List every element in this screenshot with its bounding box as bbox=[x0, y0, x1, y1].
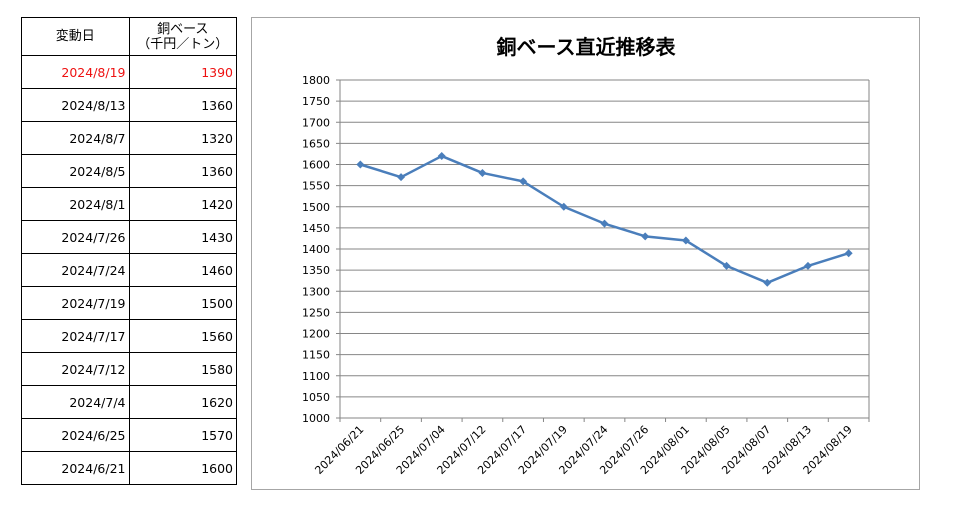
y-tick-label: 1100 bbox=[302, 370, 330, 383]
table-row: 2024/8/1 1420 bbox=[21, 187, 237, 221]
y-tick-label: 1300 bbox=[302, 285, 330, 298]
price-table: 変動日 銅ベース （千円／トン） 2024/8/19 1390 2024/8/13 1… bbox=[21, 17, 237, 485]
y-tick-labels: 1000 1050 1100 1150 1200 1250 1300 1350 1400 1450… bbox=[302, 74, 330, 425]
y-tick-label: 1000 bbox=[302, 412, 330, 425]
data-point bbox=[722, 261, 731, 270]
row-price: 1560 bbox=[128, 319, 237, 353]
y-tick-label: 1700 bbox=[302, 116, 330, 129]
header-date: 変動日 bbox=[21, 17, 130, 56]
data-point bbox=[437, 152, 446, 161]
row-date: 2024/7/26 bbox=[21, 220, 130, 254]
row-date: 2024/7/12 bbox=[21, 352, 130, 386]
y-tick-label: 1800 bbox=[302, 74, 330, 87]
x-tick-labels: 2024/06/212024/06/252024/07/042024/07/12… bbox=[312, 423, 854, 477]
header-price-line2: （千円／トン） bbox=[137, 36, 229, 52]
table-row: 2024/7/26 1430 bbox=[21, 220, 237, 254]
line-chart: 銅ベース直近推移表 1000 1050 1100 1150 1200 1250 1300 13… bbox=[302, 35, 870, 477]
row-price: 1360 bbox=[128, 88, 237, 122]
gridlines bbox=[336, 79, 870, 422]
table-row: 2024/7/12 1580 bbox=[21, 352, 237, 386]
data-point bbox=[681, 236, 690, 245]
row-date: 2024/8/1 bbox=[21, 187, 130, 221]
data-point bbox=[519, 177, 528, 186]
y-tick-label: 1050 bbox=[302, 391, 330, 404]
row-date: 2024/8/13 bbox=[21, 88, 130, 122]
chart-area: 銅ベース直近推移表 1000 1050 1100 1150 1200 1250 1300 13… bbox=[251, 17, 920, 490]
y-tick-label: 1600 bbox=[302, 159, 330, 172]
y-tick-label: 1650 bbox=[302, 137, 330, 150]
y-tick-label: 1400 bbox=[302, 243, 330, 256]
data-point bbox=[356, 160, 365, 169]
row-price: 1420 bbox=[128, 187, 237, 221]
row-price: 1570 bbox=[128, 418, 237, 452]
row-price: 1460 bbox=[128, 253, 237, 287]
data-point bbox=[641, 232, 650, 241]
row-date: 2024/8/19 bbox=[21, 55, 130, 89]
y-tick-label: 1450 bbox=[302, 222, 330, 235]
data-point bbox=[478, 168, 487, 177]
y-tick-label: 1150 bbox=[302, 349, 330, 362]
table-row: 2024/8/5 1360 bbox=[21, 154, 237, 188]
row-date: 2024/8/5 bbox=[21, 154, 130, 188]
table-row: 2024/7/4 1620 bbox=[21, 385, 237, 419]
data-point bbox=[763, 278, 772, 287]
series-line bbox=[359, 154, 850, 285]
row-date: 2024/7/4 bbox=[21, 385, 130, 419]
row-date: 2024/8/7 bbox=[21, 121, 130, 155]
table-header-row: 変動日 銅ベース （千円／トン） bbox=[21, 17, 237, 56]
table-row: 2024/6/21 1600 bbox=[21, 451, 237, 485]
header-price-line1: 銅ベース bbox=[157, 21, 209, 37]
row-date: 2024/7/17 bbox=[21, 319, 130, 353]
y-tick-label: 1500 bbox=[302, 201, 330, 214]
row-price: 1320 bbox=[128, 121, 237, 155]
row-price: 1430 bbox=[128, 220, 237, 254]
row-price: 1600 bbox=[128, 451, 237, 485]
row-price: 1620 bbox=[128, 385, 237, 419]
row-price: 1390 bbox=[128, 55, 237, 89]
data-point bbox=[559, 202, 568, 211]
row-price: 1580 bbox=[128, 352, 237, 386]
y-tick-label: 1250 bbox=[302, 306, 330, 319]
y-tick-label: 1200 bbox=[302, 328, 330, 341]
series-line bbox=[356, 152, 853, 287]
table-row: 2024/8/19 1390 bbox=[21, 55, 237, 89]
row-price: 1360 bbox=[128, 154, 237, 188]
data-point bbox=[803, 261, 812, 270]
row-date: 2024/7/19 bbox=[21, 286, 130, 320]
data-point bbox=[600, 219, 609, 228]
table-row: 2024/7/24 1460 bbox=[21, 253, 237, 287]
data-point bbox=[397, 173, 406, 182]
y-tick-label: 1750 bbox=[302, 95, 330, 108]
data-point bbox=[844, 249, 853, 258]
table-row: 2024/7/17 1560 bbox=[21, 319, 237, 353]
row-date: 2024/6/25 bbox=[21, 418, 130, 452]
row-date: 2024/7/24 bbox=[21, 253, 130, 287]
row-price: 1500 bbox=[128, 286, 237, 320]
table-row: 2024/6/25 1570 bbox=[21, 418, 237, 452]
chart-title: 銅ベース直近推移表 bbox=[497, 35, 677, 59]
row-date: 2024/6/21 bbox=[21, 451, 130, 485]
table-row: 2024/7/19 1500 bbox=[21, 286, 237, 320]
y-tick-label: 1550 bbox=[302, 180, 330, 193]
table-row: 2024/8/13 1360 bbox=[21, 88, 237, 122]
header-price: 銅ベース （千円／トン） bbox=[128, 17, 237, 56]
table-row: 2024/8/7 1320 bbox=[21, 121, 237, 155]
y-tick-label: 1350 bbox=[302, 264, 330, 277]
